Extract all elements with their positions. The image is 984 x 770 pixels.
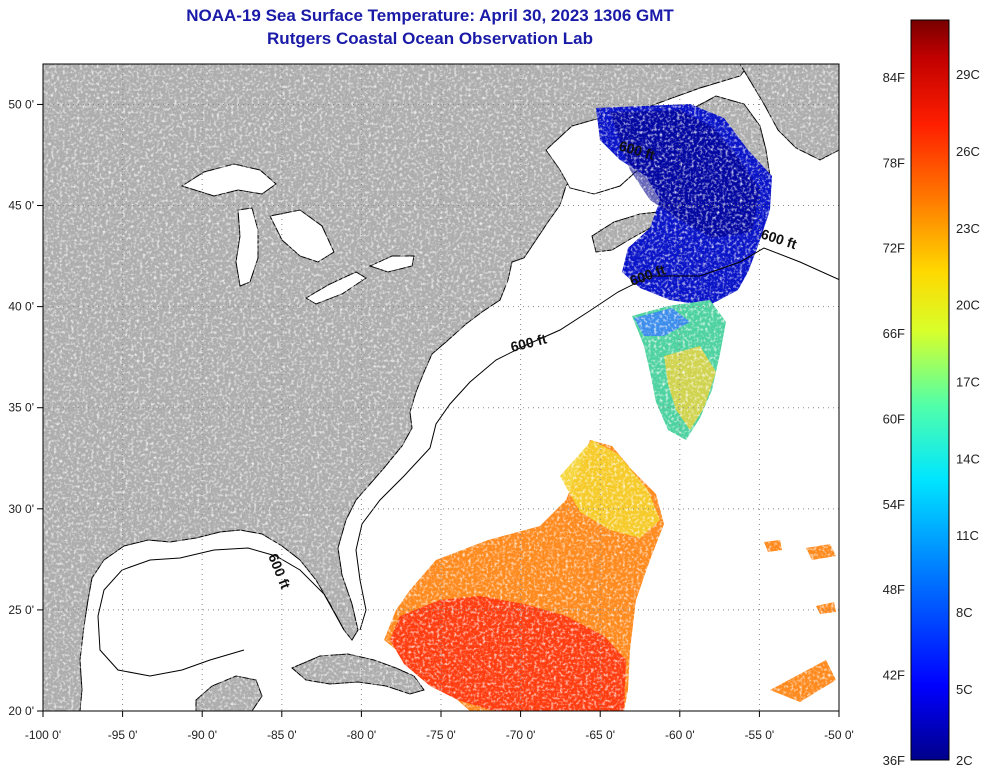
colorbar-f-label: 36F — [883, 753, 905, 768]
isobath-600ft — [97, 247, 839, 677]
colorbar-f-label: 42F — [883, 668, 905, 683]
x-tick-label: -85 0' — [267, 728, 297, 742]
x-tick-label: -95 0' — [108, 728, 138, 742]
y-tick-label: 40 0' — [8, 300, 34, 314]
colorbar-celsius-labels: 29C 26C 23C 20C 17C 14C 11C 8C 5C 2C — [956, 67, 980, 768]
colorbar-f-label: 84F — [883, 70, 905, 85]
x-tick-label: -70 0' — [506, 728, 536, 742]
x-tick-label: -100 0' — [25, 728, 61, 742]
colorbar — [910, 19, 950, 761]
map-subtitle: Rutgers Coastal Ocean Observation Lab — [267, 29, 593, 48]
colorbar-f-label: 48F — [883, 582, 905, 597]
colorbar-fahrenheit-labels: 84F 78F 72F 66F 60F 54F 48F 42F 36F — [883, 70, 905, 768]
y-axis: 20 0' 25 0' 30 0' 35 0' 40 0' 45 0' 50 0' — [8, 97, 43, 718]
y-tick-label: 25 0' — [8, 603, 34, 617]
colorbar-f-label: 54F — [883, 497, 905, 512]
colorbar-f-label: 72F — [883, 241, 905, 256]
colorbar-c-label: 26C — [956, 144, 980, 159]
y-tick-label: 35 0' — [8, 401, 34, 415]
colorbar-c-label: 29C — [956, 67, 980, 82]
x-tick-label: -60 0' — [665, 728, 695, 742]
colorbar-c-label: 11C — [956, 528, 979, 543]
x-tick-label: -55 0' — [745, 728, 775, 742]
x-tick-label: -90 0' — [187, 728, 217, 742]
colorbar-c-label: 5C — [956, 682, 973, 697]
colorbar-c-label: 14C — [956, 451, 980, 466]
y-tick-label: 20 0' — [8, 704, 34, 718]
y-tick-label: 45 0' — [8, 199, 34, 213]
cloud-speckle — [43, 64, 839, 711]
colorbar-c-label: 20C — [956, 298, 980, 313]
colorbar-c-label: 23C — [956, 221, 980, 236]
x-tick-label: -50 0' — [824, 728, 854, 742]
x-tick-label: -80 0' — [347, 728, 377, 742]
x-tick-label: -75 0' — [426, 728, 456, 742]
map-title: NOAA-19 Sea Surface Temperature: April 3… — [186, 6, 674, 25]
colorbar-c-label: 8C — [956, 605, 973, 620]
y-tick-label: 50 0' — [8, 97, 34, 111]
colorbar-c-label: 2C — [956, 753, 973, 768]
colorbar-f-label: 66F — [883, 326, 905, 341]
colorbar-f-label: 78F — [883, 155, 905, 170]
y-tick-label: 30 0' — [8, 502, 34, 516]
colorbar-f-label: 60F — [883, 411, 905, 426]
x-axis: -100 0' -95 0' -90 0' -85 0' -80 0' -75 0' -70… — [25, 711, 854, 742]
x-tick-label: -65 0' — [585, 728, 615, 742]
colorbar-c-label: 17C — [956, 374, 980, 389]
